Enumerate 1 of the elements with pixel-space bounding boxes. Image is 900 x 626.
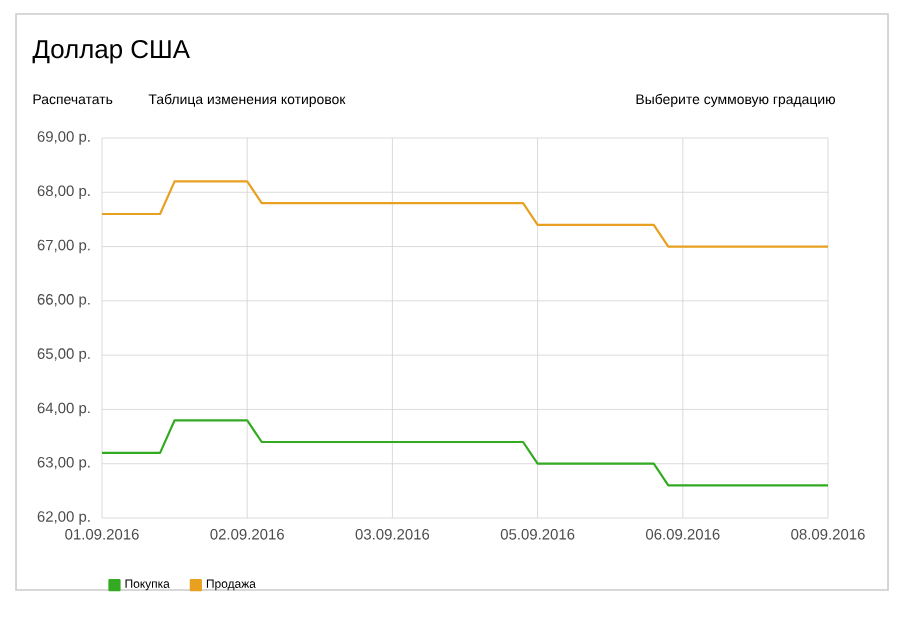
chart-title: Доллар США [32, 39, 190, 64]
